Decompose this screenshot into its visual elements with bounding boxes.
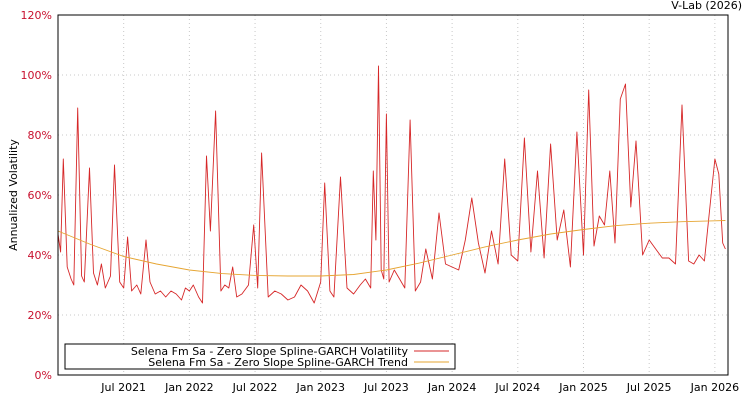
y-tick-label: 20% <box>28 309 52 322</box>
x-tick-label: Jan 2023 <box>296 381 345 394</box>
y-tick-label: 120% <box>21 9 52 22</box>
x-tick-label: Jan 2025 <box>558 381 607 394</box>
y-axis-ticks: 0% 20% 40% 60% 80% 100% 120% <box>21 9 52 382</box>
y-tick-label: 0% <box>35 369 52 382</box>
y-tick-label: 100% <box>21 69 52 82</box>
x-tick-label: Jul 2025 <box>626 381 672 394</box>
y-tick-label: 80% <box>28 129 52 142</box>
legend-label-trend: Selena Fm Sa - Zero Slope Spline-GARCH T… <box>148 356 408 369</box>
x-tick-label: Jan 2026 <box>690 381 739 394</box>
credit-label: V-Lab (2026) <box>671 0 742 12</box>
x-tick-label: Jan 2024 <box>427 381 476 394</box>
legend-label-volatility: Selena Fm Sa - Zero Slope Spline-GARCH V… <box>131 345 409 358</box>
y-tick-label: 40% <box>28 249 52 262</box>
x-tick-label: Jul 2022 <box>232 381 278 394</box>
x-tick-label: Jul 2024 <box>494 381 540 394</box>
x-tick-label: Jan 2022 <box>164 381 213 394</box>
x-axis-ticks: Jul 2021 Jan 2022 Jul 2022 Jan 2023 Jul 2023… <box>100 381 739 394</box>
legend: Selena Fm Sa - Zero Slope Spline-GARCH V… <box>64 343 456 370</box>
series-line-trend <box>57 220 726 277</box>
legend-box <box>64 343 456 370</box>
x-tick-label: Jul 2023 <box>363 381 409 394</box>
x-tick-label: Jul 2021 <box>100 381 146 394</box>
y-axis-label: Annualized Volatility <box>7 139 20 251</box>
plot-frame <box>57 14 729 376</box>
series-line-volatility <box>57 65 726 304</box>
y-tick-label: 60% <box>28 189 52 202</box>
grid <box>58 15 728 375</box>
series-group <box>57 65 726 304</box>
